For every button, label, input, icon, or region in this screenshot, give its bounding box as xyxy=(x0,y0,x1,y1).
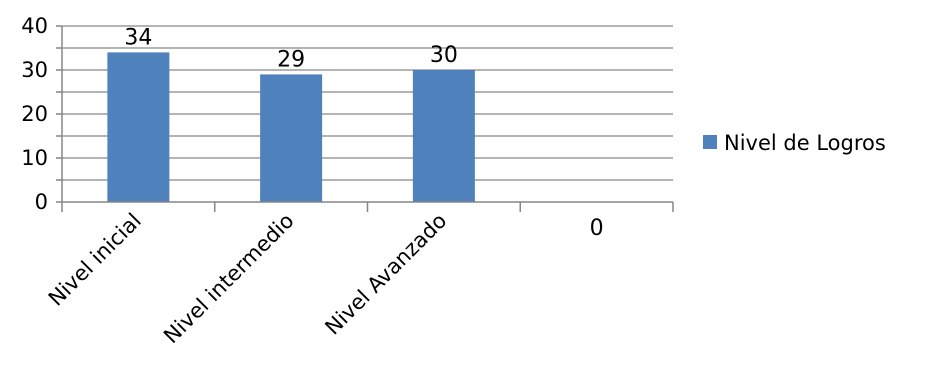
y-tick-label: 0 xyxy=(35,190,48,214)
y-tick-label: 30 xyxy=(21,58,48,82)
legend-swatch xyxy=(703,135,717,149)
legend-label: Nivel de Logros xyxy=(724,131,886,155)
data-label: 29 xyxy=(277,47,305,72)
y-tick-label: 20 xyxy=(21,102,48,126)
bars xyxy=(107,52,475,203)
bar xyxy=(107,52,170,203)
category-label: Nivel inicial xyxy=(44,209,146,311)
axes xyxy=(56,25,674,212)
y-tick-label: 10 xyxy=(21,146,48,170)
data-label: 0 xyxy=(590,216,604,241)
legend: Nivel de Logros xyxy=(703,131,886,155)
bar xyxy=(412,70,475,202)
y-tick-label: 40 xyxy=(21,14,48,38)
data-labels: 34 29 30 0 xyxy=(124,25,603,241)
y-tick-labels: 0 10 20 30 40 xyxy=(21,14,48,214)
category-label: Nivel Avanzado xyxy=(320,209,451,340)
category-labels: Nivel inicial Nivel intermedio Nivel Avanz… xyxy=(44,209,452,349)
category-label: Nivel intermedio xyxy=(159,209,299,349)
bar xyxy=(260,74,323,202)
data-label: 30 xyxy=(430,43,458,68)
data-label: 34 xyxy=(124,25,152,50)
